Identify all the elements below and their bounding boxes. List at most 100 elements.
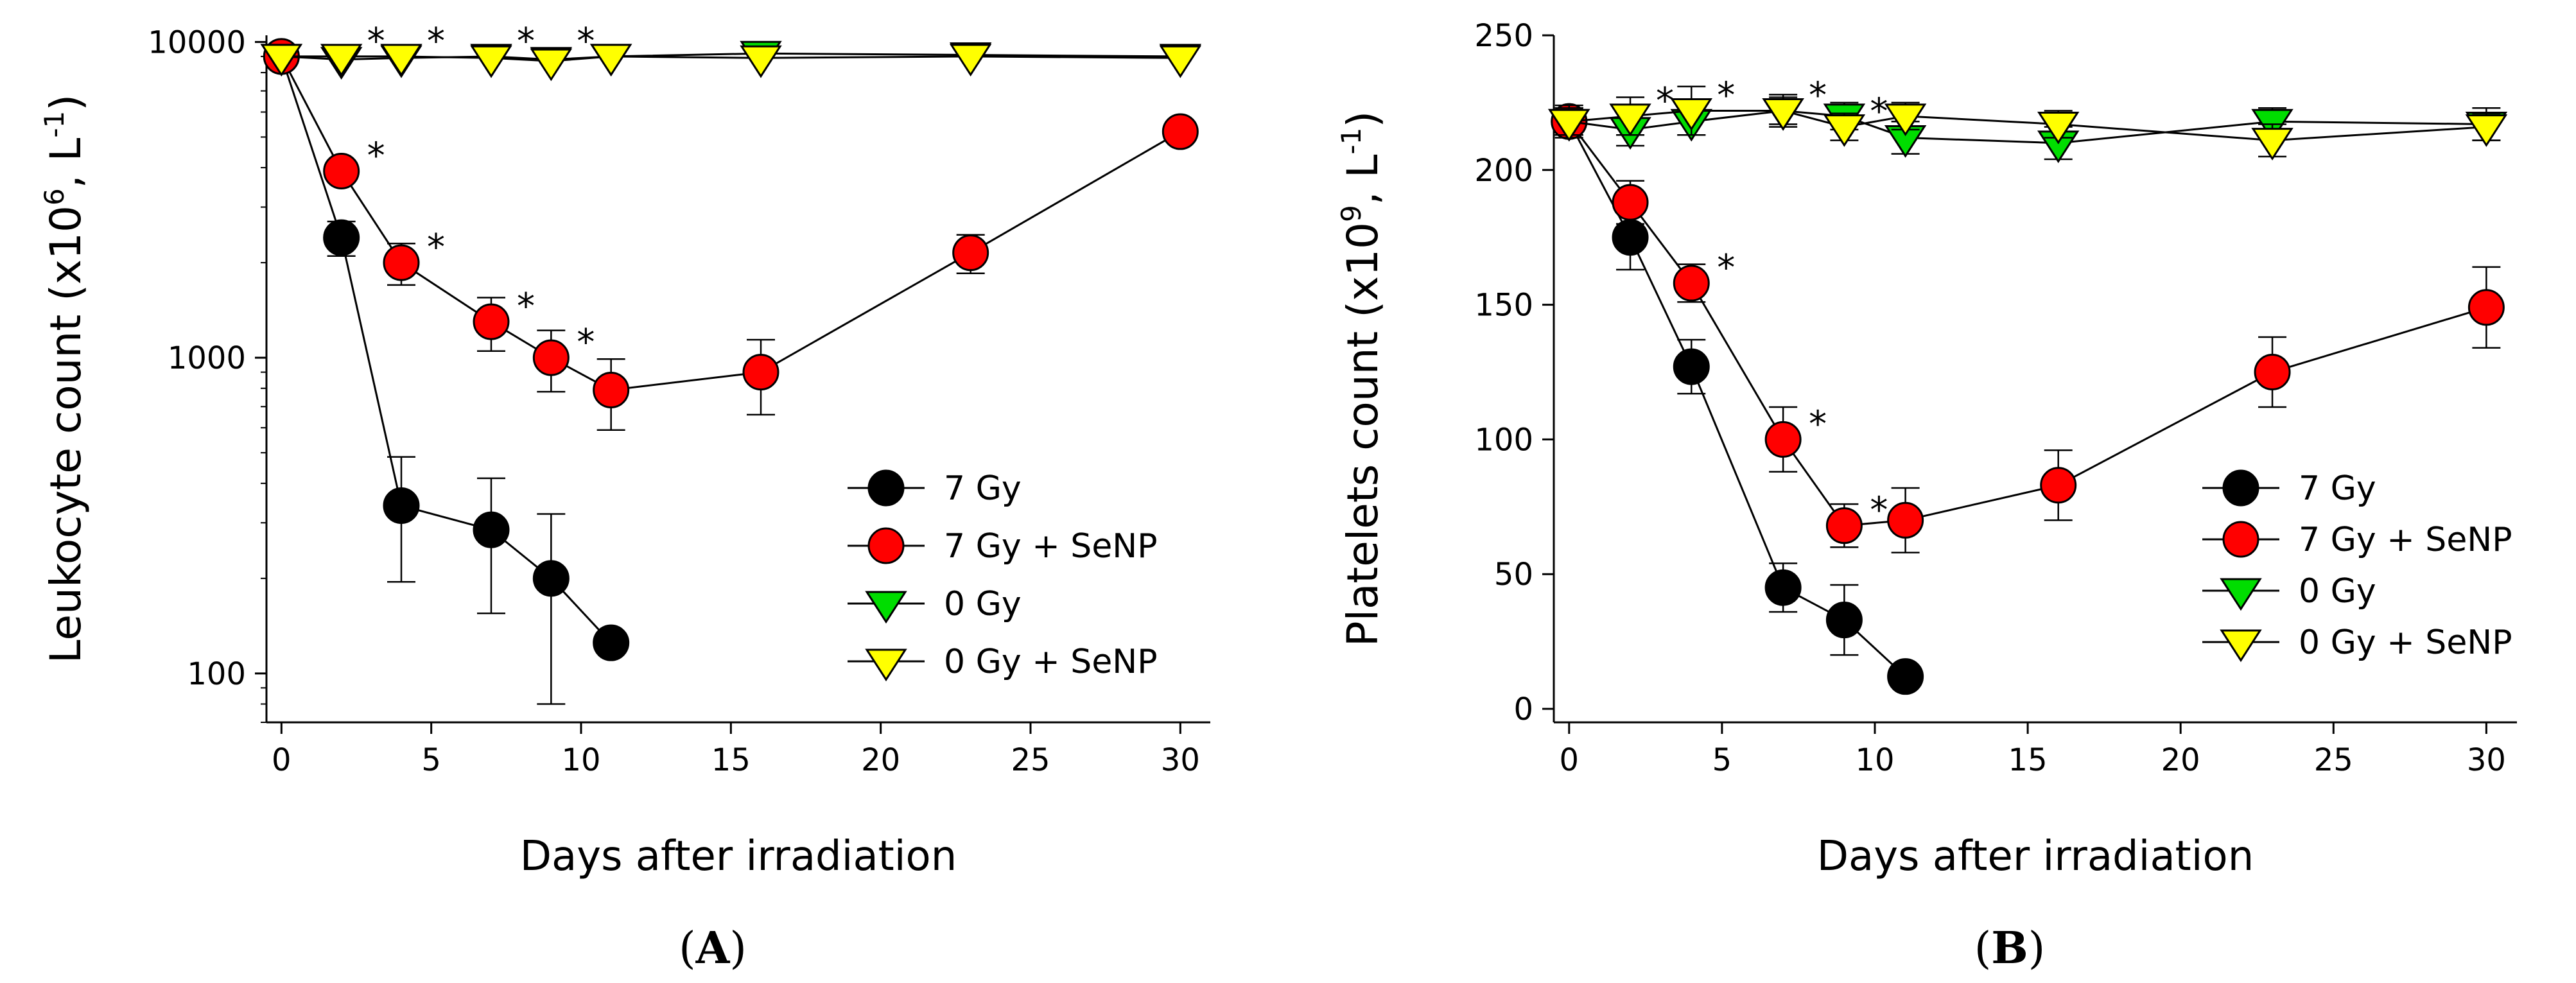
y-tick-label: 200 [1474, 153, 1533, 189]
data-point [1673, 348, 1710, 385]
legend-item-7-gy-plus-senp: 7 Gy + SeNP [2202, 521, 2512, 559]
y-axis-title: Platelets count (x109, L-1) [1336, 111, 1388, 647]
panel-label-close: ) [729, 923, 747, 974]
x-tick-label: 20 [861, 742, 900, 778]
data-point [1887, 658, 1924, 695]
significance-asterisk: * [367, 135, 385, 177]
legend-item-0-gy: 0 Gy [2202, 572, 2376, 611]
legend-label: 0 Gy + SeNP [2299, 623, 2512, 662]
data-point [1762, 98, 1804, 131]
data-point [593, 371, 630, 408]
series-0-gy-plus-senp [260, 44, 1202, 82]
data-point [1673, 265, 1710, 302]
panel-label: (B) [1974, 923, 2046, 974]
significance-asterisk: * [577, 322, 595, 363]
legend-label: 7 Gy + SeNP [2299, 521, 2512, 559]
legend-label: 7 Gy [2299, 469, 2376, 508]
x-axis-title: Days after irradiation [1817, 833, 2254, 880]
data-point [589, 44, 632, 77]
data-point [2040, 467, 2077, 504]
data-point [470, 45, 512, 78]
y-tick-label: 0 [1513, 692, 1533, 727]
data-point [1609, 103, 1651, 137]
series-line [281, 55, 1181, 62]
legend-marker [2222, 469, 2259, 507]
x-axis-title: Days after irradiation [520, 833, 957, 880]
x-tick-label: 10 [1855, 742, 1894, 778]
panel-b: 0 5 10 15 20 25 30 0 50 100 150 200 250 Days after ir… [1336, 18, 2517, 974]
legend-marker [2220, 578, 2262, 611]
data-point [2251, 128, 2293, 161]
x-tick-label: 0 [272, 742, 292, 778]
panel-label-open: ( [679, 923, 696, 974]
x-tick-label: 0 [1560, 742, 1580, 778]
legend: 7 Gy 7 Gy + SeNP 0 Gy 0 Gy + SeNP [848, 469, 1158, 682]
series-line [1568, 121, 2487, 527]
data-point [593, 624, 630, 661]
panel-a: 0 5 10 15 20 25 30 100 1000 10000 Days after irrad… [39, 21, 1210, 974]
legend-label: 0 Gy + SeNP [944, 643, 1158, 681]
data-point [1612, 219, 1649, 256]
significance-asterisk: * [517, 286, 535, 327]
y-axis-title-close: ) [41, 94, 91, 111]
legend-label: 7 Gy [944, 469, 1022, 508]
data-point [260, 44, 303, 77]
data-point [473, 511, 510, 548]
y-axis-title: Leukocyte count (x106, L-1) [39, 94, 91, 663]
legend-item-7-gy-plus-senp: 7 Gy + SeNP [848, 527, 1158, 566]
significance-asterisk: * [1717, 247, 1735, 289]
error-bar [537, 513, 566, 705]
significance-asterisk: * [1870, 91, 1888, 133]
data-point [473, 303, 510, 340]
legend-marker [867, 469, 905, 507]
data-point [1825, 507, 1863, 544]
y-tick-label: 250 [1474, 18, 1533, 54]
legend-item-0-gy: 0 Gy [848, 585, 1022, 624]
legend-label: 7 Gy + SeNP [944, 527, 1158, 566]
y-tick-label: 150 [1474, 288, 1533, 324]
legend-label: 0 Gy [944, 585, 1022, 623]
y-axis-title-unit: , L [41, 137, 91, 188]
data-point [383, 244, 420, 281]
y-axis-title-close: ) [1338, 111, 1388, 128]
data-point [1825, 602, 1863, 639]
data-point [1764, 421, 1802, 458]
data-point [1162, 113, 1199, 150]
y-axis-title-unit-exponent: -1 [1336, 128, 1367, 155]
y-axis-title-unit: , L [1338, 154, 1388, 205]
y-axis-title-unit-exponent: -1 [39, 111, 70, 138]
data-point [1887, 501, 1924, 539]
significance-asterisk: * [1809, 403, 1827, 445]
significance-asterisk: * [1717, 74, 1735, 116]
data-point [2465, 114, 2508, 147]
significance-asterisk: * [517, 21, 535, 62]
legend-item-0-gy-plus-senp: 0 Gy + SeNP [2202, 623, 2512, 663]
legend: 7 Gy 7 Gy + SeNP 0 Gy 0 Gy + SeNP [2202, 469, 2512, 663]
data-point [530, 48, 573, 82]
legend-marker [865, 591, 907, 624]
significance-asterisk: * [367, 21, 385, 62]
data-point [1159, 45, 1202, 78]
significance-asterisk: * [1656, 80, 1674, 122]
data-point [1548, 109, 1590, 142]
x-tick-label: 10 [561, 742, 600, 778]
data-point [1884, 103, 1927, 137]
series-7-gy-plus-senp [263, 38, 1199, 431]
x-tick-label: 15 [2008, 742, 2048, 778]
data-point [742, 354, 779, 391]
y-axis-title-exponent: 9 [1336, 205, 1367, 222]
legend-marker [2222, 521, 2259, 558]
legend-marker [2220, 629, 2262, 663]
data-point [1764, 569, 1802, 606]
y-axis-title-main: Platelets count (x10 [1338, 222, 1388, 647]
panel-label-letter: B [1991, 923, 2028, 974]
legend-label: 0 Gy [2299, 572, 2376, 611]
panel-label: (A) [679, 923, 747, 974]
y-axis-title-main: Leukocyte count (x10 [41, 205, 91, 663]
significance-asterisk: * [577, 21, 595, 62]
data-point [320, 44, 363, 77]
series-7-gy [263, 38, 630, 705]
data-point [1823, 114, 1866, 147]
data-point [323, 219, 360, 256]
y-tick-label: 10000 [148, 24, 246, 60]
